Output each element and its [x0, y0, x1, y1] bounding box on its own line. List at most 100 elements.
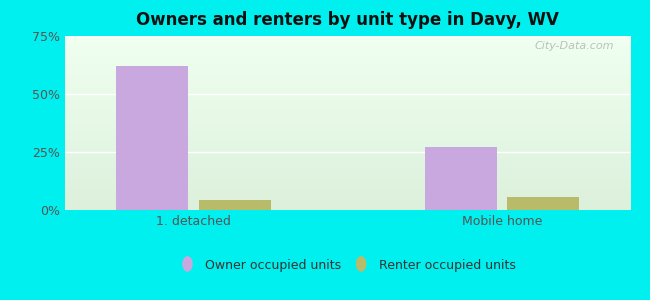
Bar [65, 198, 630, 199]
Bar [65, 74, 630, 75]
Bar [65, 87, 630, 88]
Bar [65, 144, 630, 145]
Bar [65, 203, 630, 204]
Bar [65, 150, 630, 151]
Bar [65, 163, 630, 164]
Bar [65, 36, 630, 37]
Bar [65, 68, 630, 69]
Bar [65, 61, 630, 62]
Bar [65, 160, 630, 161]
Bar [199, 200, 270, 210]
Bar [65, 75, 630, 76]
Bar [65, 99, 630, 100]
Bar [65, 130, 630, 131]
Bar [65, 67, 630, 68]
Bar [65, 166, 630, 167]
Bar [65, 70, 630, 71]
Bar [65, 100, 630, 101]
Bar [65, 56, 630, 57]
Bar [65, 50, 630, 51]
Bar [65, 47, 630, 48]
Bar [65, 169, 630, 170]
Bar [65, 155, 630, 156]
Bar [65, 132, 630, 133]
Bar [65, 206, 630, 207]
Bar [65, 95, 630, 96]
Bar [65, 149, 630, 150]
Bar [65, 81, 630, 82]
Bar [65, 154, 630, 155]
Bar [65, 208, 630, 209]
Bar [65, 118, 630, 119]
Bar [65, 65, 630, 66]
Bar [65, 76, 630, 77]
Bar [65, 175, 630, 176]
Bar [65, 41, 630, 42]
Bar [65, 49, 630, 50]
Bar [65, 138, 630, 139]
Bar [65, 73, 630, 74]
Bar [65, 185, 630, 186]
Bar [65, 201, 630, 202]
Bar [65, 120, 630, 121]
Bar [65, 77, 630, 78]
Bar [65, 139, 630, 140]
Bar [65, 161, 630, 162]
Bar [65, 72, 630, 73]
Bar [65, 113, 630, 114]
Bar [65, 145, 630, 146]
Bar [65, 98, 630, 99]
Bar [65, 90, 630, 91]
Bar [65, 174, 630, 175]
Bar [65, 69, 630, 70]
Bar [65, 85, 630, 86]
Bar [65, 158, 630, 159]
Bar [65, 79, 630, 80]
Bar [65, 42, 630, 43]
Bar [65, 148, 630, 149]
Bar [65, 187, 630, 188]
Bar [65, 86, 630, 87]
Legend: Owner occupied units, Renter occupied units: Owner occupied units, Renter occupied un… [175, 254, 521, 277]
Bar [65, 189, 630, 190]
Bar [65, 64, 630, 65]
Bar [65, 116, 630, 117]
Bar [425, 147, 497, 210]
Bar [65, 188, 630, 189]
Bar [65, 104, 630, 105]
Bar [65, 153, 630, 154]
Bar [65, 114, 630, 115]
Bar [65, 195, 630, 196]
Bar [65, 183, 630, 184]
Bar [507, 197, 579, 210]
Bar [65, 151, 630, 152]
Bar [65, 38, 630, 39]
Bar [65, 209, 630, 210]
Bar [65, 82, 630, 83]
Bar [65, 85, 630, 86]
Bar [65, 159, 630, 160]
Bar [65, 60, 630, 61]
Bar [65, 63, 630, 64]
Bar [65, 182, 630, 183]
Bar [65, 194, 630, 195]
Bar [65, 97, 630, 98]
Bar [65, 202, 630, 203]
Bar [65, 191, 630, 192]
Bar [65, 184, 630, 185]
Bar [65, 180, 630, 181]
Bar [65, 111, 630, 112]
Bar [65, 119, 630, 120]
Title: Owners and renters by unit type in Davy, WV: Owners and renters by unit type in Davy,… [136, 11, 559, 29]
Bar [65, 135, 630, 136]
Bar [65, 190, 630, 191]
Bar [65, 129, 630, 130]
Bar [65, 193, 630, 194]
Bar [65, 196, 630, 197]
Bar [65, 107, 630, 108]
Bar [65, 207, 630, 208]
Bar [65, 137, 630, 138]
Bar [65, 92, 630, 93]
Bar [65, 91, 630, 92]
Bar [65, 142, 630, 143]
